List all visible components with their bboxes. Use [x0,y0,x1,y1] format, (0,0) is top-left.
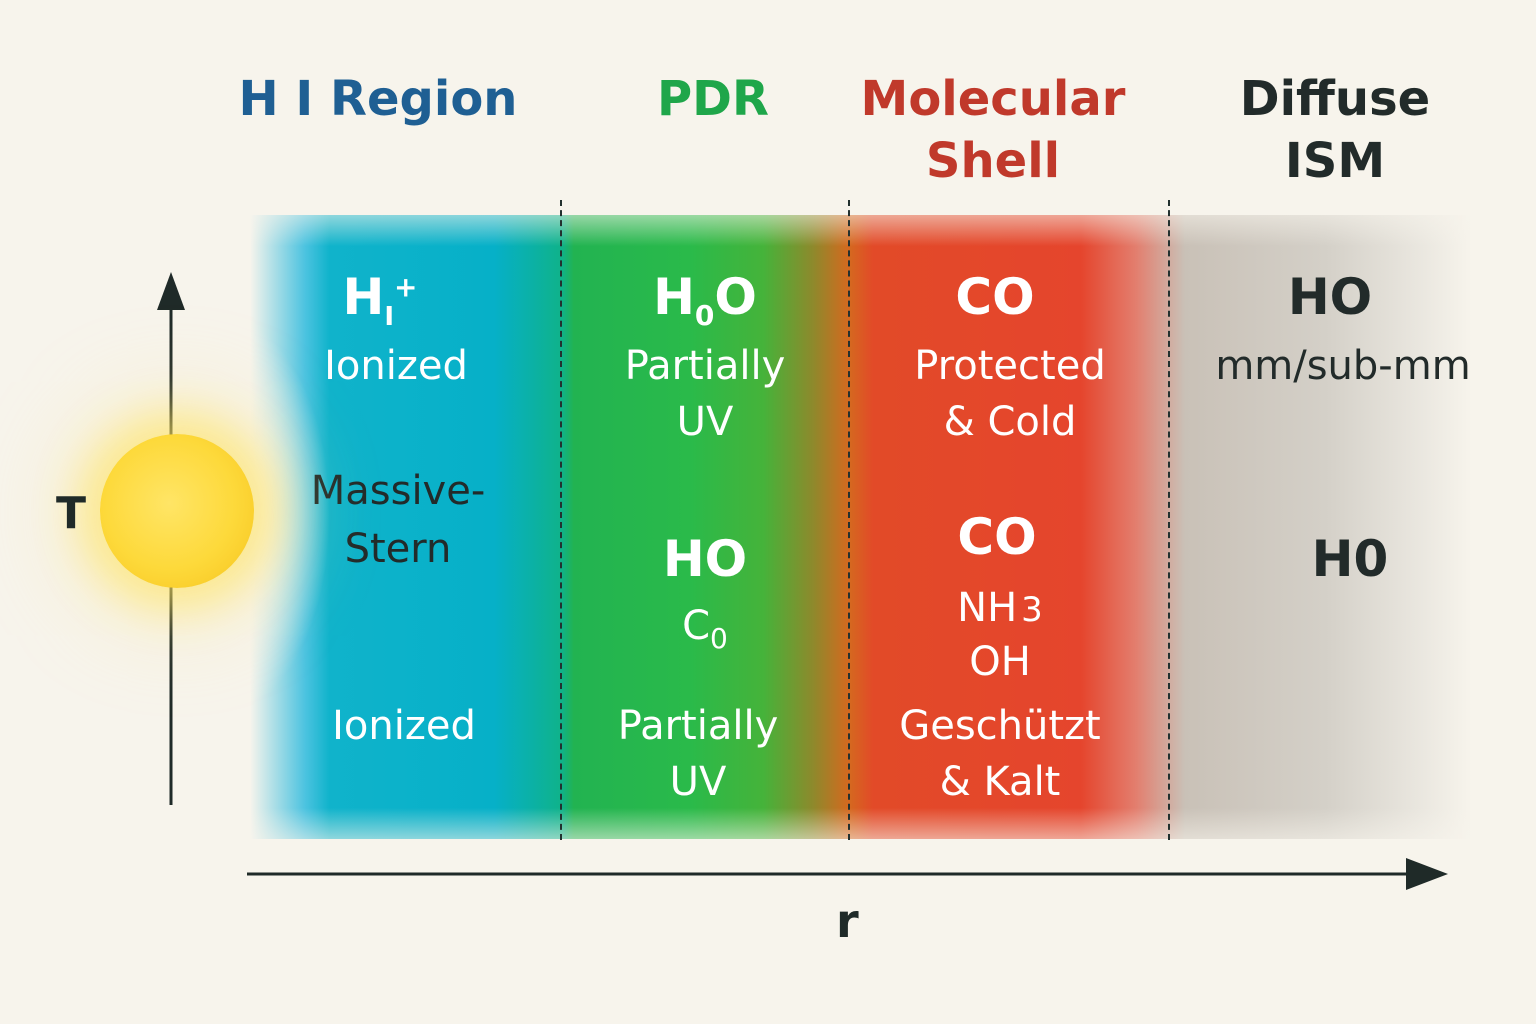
molecular-species-1: CO [955,268,1035,326]
diffuse-state-1: mm/sub-mm [1215,343,1471,389]
region-title-pdr: PDR [657,71,769,127]
molecular-state-2: Geschützt & Kalt [899,703,1101,805]
molecular-state-1: Protected & Cold [914,343,1106,445]
r-axis-arrowhead [1406,858,1448,890]
region-title-hi: H I Region [238,71,518,127]
pdr-species-2: HO [662,530,748,588]
t-axis-label: T [56,488,87,539]
molecular-species-4: OH [969,639,1031,685]
hi-state-2: Ionized [332,703,476,749]
pdr-species-3: C0 [682,603,728,655]
divider-molecular-diffuse [1168,200,1170,840]
pdr-state-1: Partially UV [624,343,786,445]
pdr-state-2: Partially UV [617,703,779,805]
r-axis-label: r [836,894,859,948]
t-axis-arrowhead [157,272,185,310]
molecular-species-2: CO [957,508,1037,566]
massive-star-label: Massive- Stern [310,468,486,572]
hi-state-1: Ionized [324,343,468,389]
massive-star-icon [100,434,254,588]
region-title-molecular: Molecular Shell [860,71,1126,189]
divider-pdr-molecular [848,200,850,840]
region-title-diffuse: Diffuse ISM [1239,71,1431,189]
molecular-species-3: NH 3 [957,585,1043,631]
hi-species: HI+ [342,268,418,332]
pdr-species-1: H0O [653,268,757,332]
diffuse-species-1: HO [1287,268,1373,326]
divider-hi-pdr [560,200,562,840]
diffuse-species-2: H0 [1311,530,1389,588]
band-edge-fade [250,215,1472,839]
